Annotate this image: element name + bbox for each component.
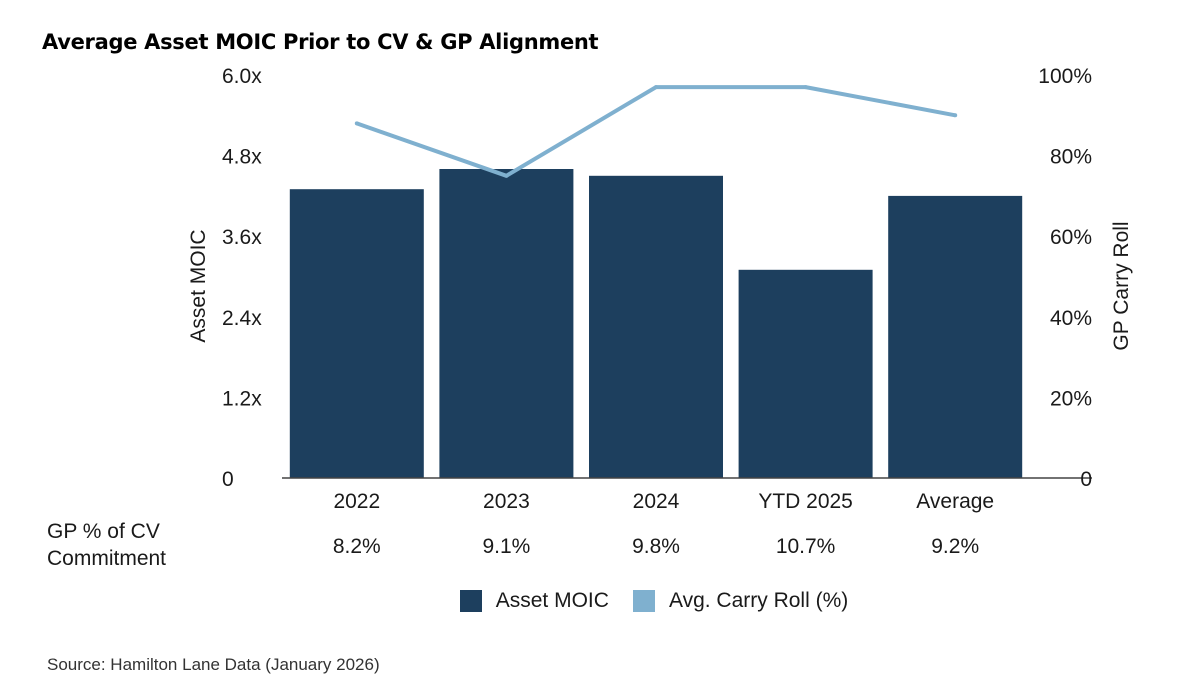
y-axis-right-ticks: 0 20% 40% 60% 80% 100% [1038,65,1092,491]
y-right-tick-label: 80% [1050,146,1092,169]
y-left-tick-label: 1.2x [222,387,262,410]
carry-roll-point-ytd-2025 [803,85,808,90]
legend-swatch-asset-moic [459,590,482,612]
row-label-line-1: GP % of CV [47,520,160,543]
y-axis-left-ticks: 0 1.2x 2.4x 3.6x 4.8x 6.0x [222,65,262,491]
x-tick-label-2024: 2024 [633,490,680,513]
y-right-tick-label: 0 [1080,468,1092,491]
legend-label-carry-roll: Avg. Carry Roll (%) [668,589,849,612]
x-tick-label-average: Average [916,490,994,513]
gp-commitment-value: 9.8% [632,535,680,558]
carry-roll-point-2023 [504,173,509,178]
y-right-tick-label: 60% [1050,226,1092,249]
y-right-tick-label: 100% [1038,65,1092,88]
y-left-tick-label: 2.4x [222,307,262,330]
gp-commitment-value: 9.2% [931,535,979,558]
gp-commitment-row-label: GP % of CV Commitment [47,518,166,572]
x-tick-label-2022: 2022 [333,490,380,513]
bar-2024 [589,175,723,479]
bar-average [888,195,1023,478]
y-left-tick-label: 3.6x [222,226,262,249]
y-right-tick-label: 40% [1050,307,1092,330]
legend: Asset MOIC Avg. Carry Roll (%) [0,589,1200,613]
bar-ytd-2025 [738,269,873,478]
y-left-tick-label: 4.8x [222,146,262,169]
gp-commitment-values: 8.2% 9.1% 9.8% 10.7% 9.2% [333,535,979,558]
gp-commitment-value: 8.2% [333,535,381,558]
y-right-tick-label: 20% [1050,387,1092,410]
gp-commitment-value: 9.1% [482,535,530,558]
bars-group [289,169,1023,479]
carry-roll-line-group [354,85,958,178]
y-axis-left-label: Asset MOIC [187,229,210,342]
carry-roll-point-2022 [354,121,359,126]
legend-label-asset-moic: Asset MOIC [495,589,609,612]
bar-2023 [439,169,574,478]
legend-item-carry-roll: Avg. Carry Roll (%) [632,589,849,613]
x-axis-ticks: 2022 2023 2024 YTD 2025 Average [333,490,994,513]
legend-swatch-carry-roll [632,590,655,612]
gp-commitment-value: 10.7% [776,535,836,558]
y-left-tick-label: 0 [222,468,234,491]
legend-item-asset-moic: Asset MOIC [459,589,609,613]
carry-roll-line [356,85,956,178]
chart-title: Average Asset MOIC Prior to CV & GP Alig… [42,30,599,54]
carry-roll-point-2024 [654,85,658,90]
y-axis-right-label: GP Carry Roll [1110,221,1133,350]
row-label-line-2: Commitment [47,547,167,570]
x-tick-label-2023: 2023 [483,490,530,513]
y-left-tick-label: 6.0x [222,65,262,88]
source-note: Source: Hamilton Lane Data (January 2026… [47,655,380,674]
x-tick-label-ytd-2025: YTD 2025 [758,490,853,513]
carry-roll-point-average [953,113,958,118]
bar-2022 [289,189,424,478]
